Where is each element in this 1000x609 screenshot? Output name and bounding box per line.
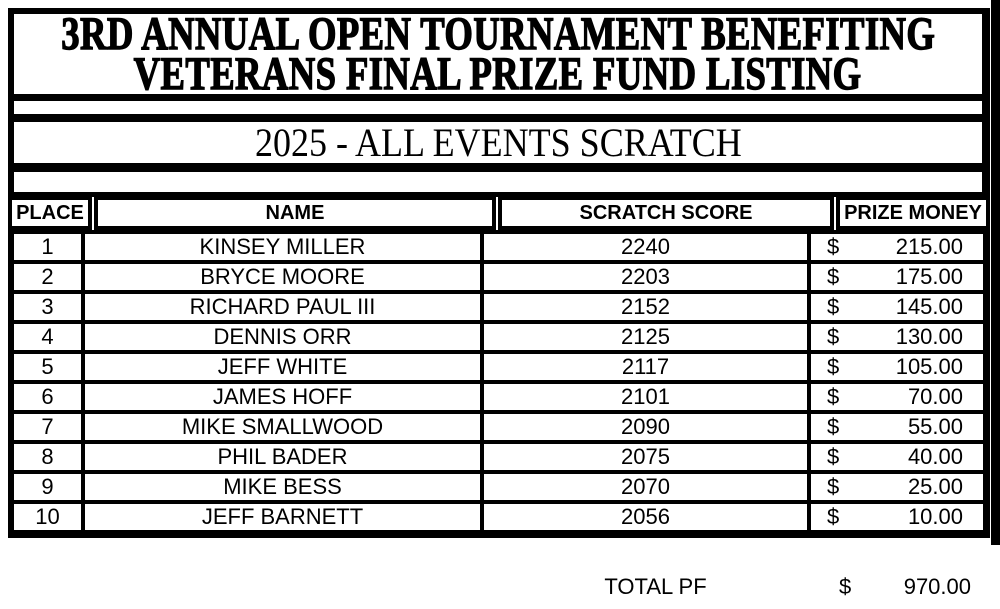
place-cell: 1 (14, 234, 85, 260)
dollar-sign: $ (827, 264, 840, 289)
dollar-sign: $ (827, 384, 840, 409)
dollar-sign: $ (827, 354, 840, 379)
table-row: 1 KINSEY MILLER 2240 $ 215.00 (14, 234, 983, 264)
score-cell: 2056 (484, 504, 811, 530)
header-name: NAME (94, 197, 496, 230)
divider-bar (8, 114, 990, 122)
score-cell: 2101 (484, 384, 811, 410)
header-scratch-score: SCRATCH SCORE (498, 197, 834, 230)
name-cell: JEFF BARNETT (85, 504, 484, 530)
sheet-right-edge-strip (991, 0, 1000, 545)
place-cell: 9 (14, 474, 85, 500)
dollar-sign: $ (827, 504, 840, 529)
score-cell: 2090 (484, 414, 811, 440)
prize-cell: $ 40.00 (811, 444, 971, 470)
name-cell: KINSEY MILLER (85, 234, 484, 260)
dollar-sign: $ (827, 324, 840, 349)
name-cell: MIKE BESS (85, 474, 484, 500)
score-cell: 2070 (484, 474, 811, 500)
table-row: 8 PHIL BADER 2075 $ 40.00 (14, 444, 983, 474)
name-cell: JAMES HOFF (85, 384, 484, 410)
score-cell: 2125 (484, 324, 811, 350)
table-row: 9 MIKE BESS 2070 $ 25.00 (14, 474, 983, 504)
header-place: PLACE (8, 197, 92, 230)
prize-table-body: 1 KINSEY MILLER 2240 $ 215.00 2 BRYCE MO… (8, 230, 990, 538)
score-cell: 2075 (484, 444, 811, 470)
prize-amount: 70.00 (907, 384, 963, 409)
place-cell: 4 (14, 324, 85, 350)
prize-cell: $ 70.00 (811, 384, 971, 410)
dollar-sign: $ (827, 444, 840, 469)
place-cell: 8 (14, 444, 85, 470)
divider-bar (8, 192, 990, 197)
title-line-2: VETERANS FINAL PRIZE FUND LISTING (134, 48, 863, 100)
table-row: 5 JEFF WHITE 2117 $ 105.00 (14, 354, 983, 384)
dollar-sign: $ (827, 294, 840, 319)
prize-amount: 10.00 (907, 504, 963, 529)
dollar-sign: $ (839, 574, 852, 599)
table-row: 3 RICHARD PAUL III 2152 $ 145.00 (14, 294, 983, 324)
prize-amount: 40.00 (907, 444, 963, 469)
place-cell: 10 (14, 504, 85, 530)
prize-cell: $ 130.00 (811, 324, 971, 350)
name-cell: MIKE SMALLWOOD (85, 414, 484, 440)
prize-amount: 130.00 (895, 324, 963, 349)
table-row: 4 DENNIS ORR 2125 $ 130.00 (14, 324, 983, 354)
header-prize-money: PRIZE MONEY (836, 197, 990, 230)
prize-amount: 105.00 (895, 354, 963, 379)
table-row: 10 JEFF BARNETT 2056 $ 10.00 (14, 504, 983, 530)
title-line-1: 3RD ANNUAL OPEN TOURNAMENT BENEFITING (60, 8, 936, 60)
divider-bar (8, 94, 990, 101)
prize-amount: 25.00 (907, 474, 963, 499)
table-row: 7 MIKE SMALLWOOD 2090 $ 55.00 (14, 414, 983, 444)
total-prize-zone: $ 970.00 (823, 574, 983, 600)
event-subtitle-banner: 2025 - ALL EVENTS SCRATCH (8, 120, 990, 165)
prize-cell: $ 25.00 (811, 474, 971, 500)
prize-amount: 215.00 (895, 234, 963, 259)
prize-fund-sheet: 3RD ANNUAL OPEN TOURNAMENT BENEFITING VE… (8, 8, 990, 538)
title-banner: 3RD ANNUAL OPEN TOURNAMENT BENEFITING VE… (8, 8, 990, 100)
name-cell: PHIL BADER (85, 444, 484, 470)
place-cell: 7 (14, 414, 85, 440)
divider-bar (8, 163, 990, 172)
empty-spacer-row (8, 101, 990, 114)
table-header-row: PLACE NAME SCRATCH SCORE PRIZE MONEY (8, 197, 990, 230)
place-cell: 5 (14, 354, 85, 380)
prize-cell: $ 175.00 (811, 264, 971, 290)
total-label: TOTAL PF (604, 574, 707, 599)
prize-cell: $ 105.00 (811, 354, 971, 380)
prize-cell: $ 215.00 (811, 234, 971, 260)
dollar-sign: $ (827, 234, 840, 259)
prize-cell: $ 10.00 (811, 504, 971, 530)
event-subtitle: 2025 - ALL EVENTS SCRATCH (254, 120, 742, 165)
divider-bar (8, 8, 990, 14)
score-cell: 2203 (484, 264, 811, 290)
name-cell: RICHARD PAUL III (85, 294, 484, 320)
name-cell: JEFF WHITE (85, 354, 484, 380)
prize-amount: 175.00 (895, 264, 963, 289)
prize-amount: 55.00 (907, 414, 963, 439)
place-cell: 6 (14, 384, 85, 410)
place-cell: 3 (14, 294, 85, 320)
prize-amount: 145.00 (895, 294, 963, 319)
score-cell: 2240 (484, 234, 811, 260)
prize-cell: $ 55.00 (811, 414, 971, 440)
table-row: 2 BRYCE MOORE 2203 $ 175.00 (14, 264, 983, 294)
place-cell: 2 (14, 264, 85, 290)
dollar-sign: $ (827, 474, 840, 499)
name-cell: BRYCE MOORE (85, 264, 484, 290)
empty-spacer-row (8, 172, 990, 192)
prize-cell: $ 145.00 (811, 294, 971, 320)
name-cell: DENNIS ORR (85, 324, 484, 350)
total-row: TOTAL PF $ 970.00 (8, 572, 990, 602)
table-row: 6 JAMES HOFF 2101 $ 70.00 (14, 384, 983, 414)
total-amount: 970.00 (903, 574, 971, 599)
dollar-sign: $ (827, 414, 840, 439)
score-cell: 2152 (484, 294, 811, 320)
score-cell: 2117 (484, 354, 811, 380)
